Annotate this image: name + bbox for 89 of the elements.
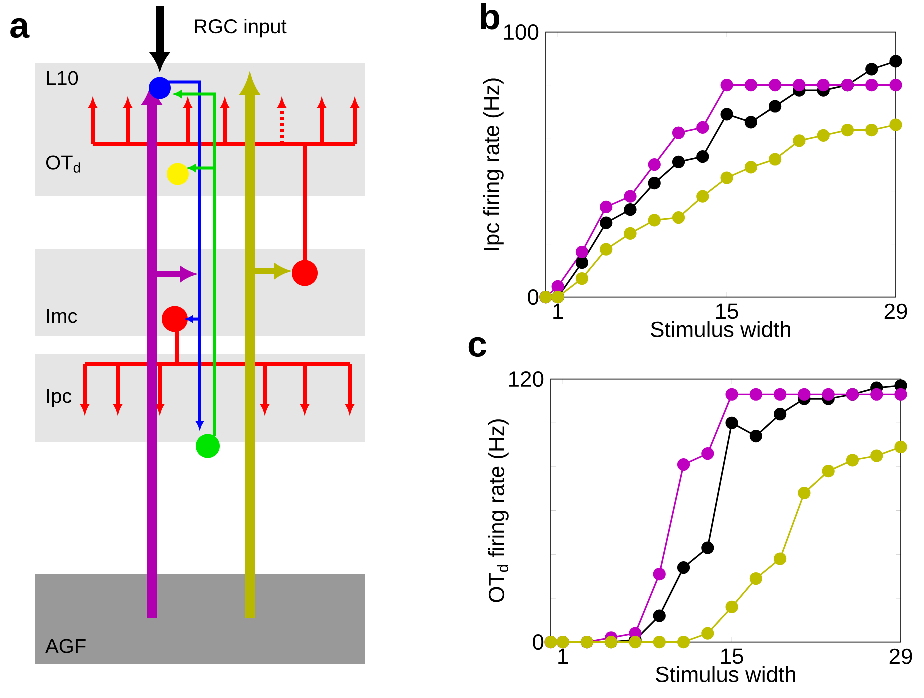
x-tick-label: 15 xyxy=(721,648,744,664)
point xyxy=(870,388,884,401)
point xyxy=(726,600,738,614)
point xyxy=(841,124,854,136)
y-tick-label: 100 xyxy=(504,24,539,40)
x-axis-title: Stimulus width xyxy=(651,321,790,338)
point xyxy=(774,552,787,566)
point xyxy=(750,388,762,401)
point xyxy=(677,458,690,471)
point xyxy=(890,55,902,68)
point xyxy=(769,153,782,166)
x-tick-label: 15 xyxy=(716,304,738,320)
point xyxy=(720,172,734,184)
point xyxy=(774,388,787,401)
point xyxy=(774,408,787,421)
point xyxy=(576,246,589,258)
point xyxy=(822,388,835,401)
chart-title: c xyxy=(468,337,486,357)
point xyxy=(600,216,613,230)
point xyxy=(866,124,878,136)
point xyxy=(696,190,710,203)
x-axis-title: Stimulus width xyxy=(656,666,796,682)
point xyxy=(672,126,686,140)
text: Imc xyxy=(47,309,78,324)
point xyxy=(744,116,758,129)
text: RGC input xyxy=(195,18,287,38)
point xyxy=(817,129,830,142)
point xyxy=(720,78,734,92)
x-tick-label: 29 xyxy=(884,304,908,320)
point xyxy=(600,200,613,214)
point xyxy=(866,62,878,76)
point xyxy=(624,227,637,240)
point xyxy=(702,627,714,640)
point xyxy=(624,190,637,203)
x-tick-label: 1 xyxy=(558,648,568,664)
y-tick-label: 0 xyxy=(528,289,539,305)
point xyxy=(624,203,637,216)
text: a xyxy=(10,18,30,38)
point xyxy=(653,568,666,581)
point xyxy=(653,610,666,622)
point xyxy=(822,464,835,478)
chart-title: b xyxy=(481,3,500,30)
point xyxy=(894,440,908,454)
point xyxy=(552,280,564,293)
x-tick-label: 1 xyxy=(554,304,564,319)
point xyxy=(870,450,884,462)
point xyxy=(793,134,806,148)
point xyxy=(672,211,686,224)
point xyxy=(798,486,811,500)
point xyxy=(726,388,738,401)
point xyxy=(702,542,714,554)
point xyxy=(817,78,830,92)
point xyxy=(769,100,782,113)
point xyxy=(894,388,908,401)
point xyxy=(744,161,758,174)
point xyxy=(576,272,589,285)
text: OT$_{d}$ xyxy=(46,156,80,173)
x-tick-label: 29 xyxy=(890,648,912,664)
point xyxy=(798,388,811,401)
text: Ipc xyxy=(47,389,72,408)
point xyxy=(750,430,762,442)
point xyxy=(702,447,714,460)
y-axis-title: OT$_{d}$ firing rate (Hz) xyxy=(488,420,509,602)
point xyxy=(696,121,710,134)
point xyxy=(866,78,878,92)
point xyxy=(653,636,666,648)
point xyxy=(672,156,686,168)
y-tick-label: 120 xyxy=(509,371,544,387)
point xyxy=(696,150,710,163)
point xyxy=(648,158,661,171)
point xyxy=(890,118,902,132)
point xyxy=(769,78,782,92)
text: L10 xyxy=(47,71,78,86)
point xyxy=(890,78,902,92)
y-axis-title: Ipc firing rate (Hz) xyxy=(483,78,504,250)
point xyxy=(677,636,690,648)
point xyxy=(576,256,589,269)
point xyxy=(750,572,762,585)
point xyxy=(846,454,860,467)
point xyxy=(648,176,661,190)
point xyxy=(726,416,738,430)
point xyxy=(648,214,661,227)
text: AGF xyxy=(46,639,86,654)
y-tick-label: 0 xyxy=(533,634,544,650)
point xyxy=(720,108,734,121)
point xyxy=(793,78,806,92)
point xyxy=(744,78,758,92)
point xyxy=(677,561,690,574)
point xyxy=(600,243,613,256)
